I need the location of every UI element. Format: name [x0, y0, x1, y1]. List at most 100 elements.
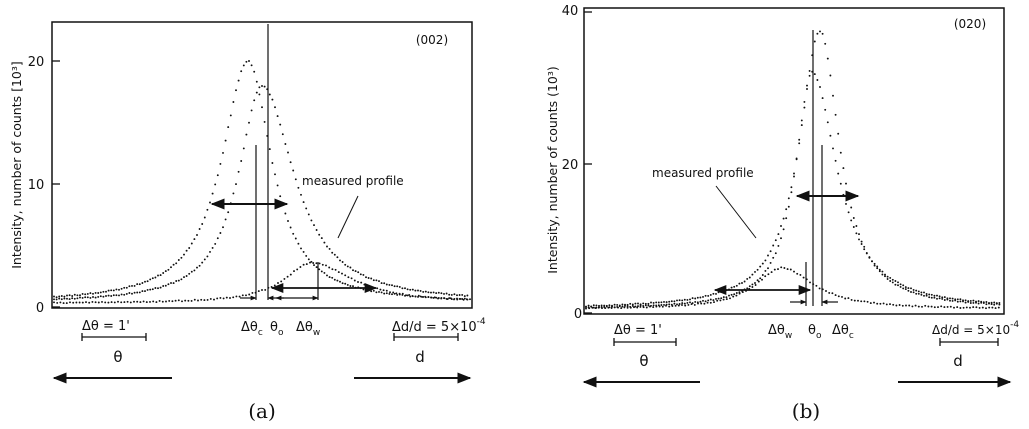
profile-point	[712, 292, 715, 295]
profile-point	[690, 303, 693, 306]
profile-point	[831, 292, 834, 295]
profile-point	[655, 305, 658, 308]
delta-theta-w-label-a: Δθw	[296, 320, 320, 338]
profile-point	[829, 74, 832, 77]
profile-point	[981, 306, 984, 309]
profile-point	[912, 291, 915, 294]
profile-point	[673, 300, 676, 303]
profile-point	[302, 250, 305, 253]
profile-point	[435, 292, 438, 295]
profile-point	[748, 285, 751, 288]
profile-point	[196, 266, 198, 269]
profile-point	[902, 284, 905, 287]
profile-point	[326, 274, 328, 277]
profile-point	[58, 297, 61, 300]
profile-point	[92, 296, 94, 298]
profile-point	[255, 80, 258, 83]
profile-point	[76, 297, 79, 300]
profile-point	[300, 193, 302, 196]
profile-point	[693, 303, 696, 306]
profile-point	[222, 226, 224, 229]
profile-point	[331, 268, 334, 271]
profile-point	[307, 213, 310, 216]
profile-point	[789, 268, 792, 271]
profile-point	[167, 268, 170, 271]
profile-point	[665, 301, 668, 304]
profile-point	[406, 294, 409, 297]
profile-point	[235, 89, 237, 92]
profile-point	[164, 284, 167, 287]
profile-point	[352, 285, 354, 288]
profile-point	[741, 282, 743, 284]
profile-point	[185, 275, 188, 277]
profile-point	[953, 306, 955, 309]
profile-point	[99, 291, 102, 294]
profile-point	[626, 303, 629, 306]
profile-point	[684, 304, 687, 307]
profile-point	[138, 291, 141, 294]
profile-point	[994, 307, 997, 310]
profile-point	[203, 216, 206, 219]
profile-point	[895, 304, 898, 307]
profile-point	[63, 297, 66, 300]
profile-point	[800, 124, 803, 127]
profile-point	[673, 302, 676, 305]
profile-point	[964, 299, 967, 302]
profile-point	[936, 297, 938, 300]
profile-point	[803, 106, 806, 109]
profile-point	[120, 293, 123, 296]
profile-point	[430, 291, 432, 294]
profile-point	[84, 293, 87, 296]
profile-point	[151, 288, 154, 291]
profile-point	[691, 297, 694, 300]
profile-point	[305, 263, 308, 266]
profile-point	[385, 292, 388, 295]
profile-point	[806, 84, 808, 87]
profile-point	[376, 287, 379, 290]
scale-d-label-b: Δd/d = 5×10-4	[932, 320, 1019, 337]
profile-point	[689, 301, 691, 304]
profile-point	[905, 304, 907, 307]
profile-point	[639, 305, 642, 308]
axis-d-label-a: d	[415, 348, 425, 366]
profile-point	[815, 284, 818, 287]
profile-point	[938, 295, 941, 298]
plot-frame-b	[583, 7, 1005, 315]
profile-point	[203, 258, 206, 261]
profile-point	[613, 306, 616, 309]
profile-point	[463, 297, 466, 300]
profile-point	[171, 300, 174, 303]
profile-point	[998, 302, 1001, 304]
profile-point	[107, 301, 110, 304]
profile-point	[336, 256, 339, 259]
profile-point	[748, 276, 751, 279]
profile-point	[954, 298, 957, 301]
profile-point	[806, 88, 808, 90]
profile-point	[773, 268, 776, 271]
profile-dots-b	[585, 30, 1001, 310]
profile-point	[357, 271, 360, 274]
profile-point	[943, 299, 946, 301]
profile-point	[793, 175, 795, 178]
profile-point	[154, 287, 157, 289]
profile-point	[274, 173, 276, 176]
profile-point	[757, 280, 760, 283]
profile-point	[647, 304, 650, 307]
profile-point	[405, 294, 407, 297]
profile-point	[105, 290, 107, 293]
profile-point	[297, 186, 300, 189]
profile-point	[209, 297, 212, 300]
profile-point	[982, 301, 985, 304]
profile-point	[782, 217, 785, 220]
profile-point	[453, 298, 455, 301]
profile-point	[624, 304, 626, 307]
profile-point	[279, 123, 282, 126]
profile-point	[188, 247, 191, 249]
profile-point	[149, 300, 151, 303]
profile-point	[97, 292, 100, 294]
profile-point	[123, 286, 126, 289]
profile-point	[170, 266, 172, 269]
profile-point	[88, 301, 91, 304]
profile-point	[391, 293, 393, 296]
profile-point	[264, 288, 267, 291]
